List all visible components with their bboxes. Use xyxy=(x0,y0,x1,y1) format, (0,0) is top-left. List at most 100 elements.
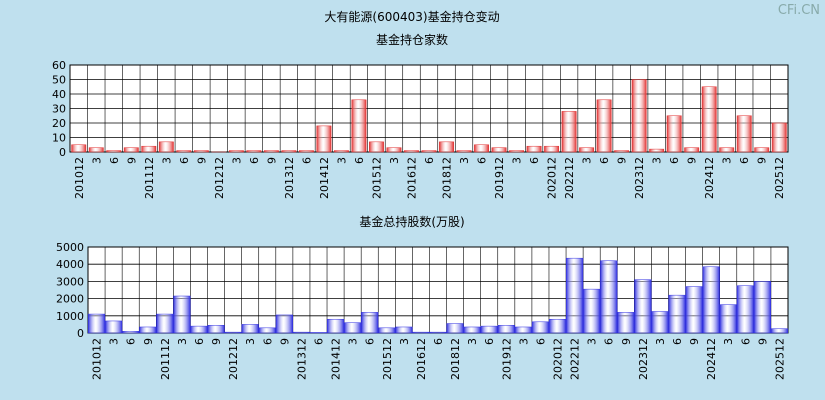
bar xyxy=(463,326,481,334)
bar xyxy=(579,147,595,153)
bar xyxy=(736,115,752,153)
bar xyxy=(404,150,419,153)
x-tick-label: 6 xyxy=(534,338,547,345)
x-tick-label: 9 xyxy=(278,338,291,345)
bar xyxy=(531,321,550,334)
x-tick-label: 6 xyxy=(476,157,489,164)
x-tick-label: 3 xyxy=(466,338,479,345)
bar xyxy=(596,99,612,153)
x-tick-label: 3 xyxy=(388,157,401,164)
x-tick-label: 201912 xyxy=(500,338,513,380)
bar xyxy=(631,79,647,153)
x-tick-label: 201812 xyxy=(449,338,462,380)
x-tick-label: 201012 xyxy=(73,157,86,199)
bar xyxy=(617,312,635,334)
bar xyxy=(207,325,225,334)
x-tick-label: 202212 xyxy=(563,157,576,199)
bar xyxy=(497,325,515,334)
x-tick-label: 202312 xyxy=(633,157,646,199)
x-tick-label: 9 xyxy=(125,157,138,164)
bar xyxy=(614,150,630,153)
x-tick-label: 9 xyxy=(756,338,769,345)
bar xyxy=(754,147,770,153)
chart-subtitle: 基金总持股数(万股) xyxy=(359,214,464,229)
x-tick-label: 6 xyxy=(423,157,436,164)
bar xyxy=(123,147,139,153)
bar xyxy=(193,150,209,153)
bar xyxy=(548,318,567,334)
bar xyxy=(190,325,208,334)
bar xyxy=(176,150,192,153)
x-tick-label: 3 xyxy=(230,157,243,164)
bar xyxy=(456,150,472,153)
y-tick-label: 40 xyxy=(52,88,66,101)
x-tick-label: 6 xyxy=(603,338,616,345)
x-tick-label: 9 xyxy=(756,157,769,164)
bar xyxy=(701,86,717,153)
x-tick-label: 9 xyxy=(686,157,699,164)
x-tick-label: 3 xyxy=(517,338,530,345)
bar xyxy=(439,141,454,153)
x-tick-label: 202012 xyxy=(546,157,559,199)
bar xyxy=(228,150,244,153)
x-tick-label: 201812 xyxy=(441,157,454,199)
bar xyxy=(421,150,437,153)
bar xyxy=(561,111,577,153)
x-tick-label: 6 xyxy=(193,338,206,345)
bar xyxy=(736,285,754,334)
bar xyxy=(668,294,686,334)
x-tick-label: 6 xyxy=(312,338,325,345)
x-tick-label: 201212 xyxy=(227,338,240,380)
bar xyxy=(156,313,174,334)
x-tick-label: 202512 xyxy=(773,338,786,380)
x-tick-label: 3 xyxy=(176,338,189,345)
y-tick-label: 1000 xyxy=(56,310,84,323)
x-tick-label: 6 xyxy=(668,157,681,164)
bar xyxy=(158,141,174,153)
x-tick-label: 6 xyxy=(125,338,138,345)
bar xyxy=(173,295,191,334)
bar xyxy=(281,150,297,153)
x-tick-label: 6 xyxy=(671,338,684,345)
x-tick-label: 6 xyxy=(738,157,751,164)
x-tick-label: 6 xyxy=(364,338,377,345)
x-tick-label: 9 xyxy=(616,157,629,164)
x-tick-label: 3 xyxy=(335,157,348,164)
x-tick-label: 202512 xyxy=(773,157,786,199)
bar xyxy=(361,312,379,334)
x-tick-label: 3 xyxy=(581,157,594,164)
bar xyxy=(526,145,542,153)
x-tick-label: 6 xyxy=(739,338,752,345)
x-tick-label: 9 xyxy=(142,338,155,345)
bar xyxy=(685,286,703,334)
x-tick-label: 6 xyxy=(353,157,366,164)
bar xyxy=(344,322,362,334)
x-tick-label: 3 xyxy=(160,157,173,164)
x-tick-label: 201512 xyxy=(370,157,383,199)
x-tick-label: 202312 xyxy=(637,338,650,380)
watermark: CFi.CN xyxy=(778,3,820,18)
bar xyxy=(88,147,104,153)
bar xyxy=(87,313,106,334)
page-title: 大有能源(600403)基金持仓变动 xyxy=(324,9,499,24)
y-tick-label: 60 xyxy=(52,59,66,72)
x-tick-label: 6 xyxy=(178,157,191,164)
bar xyxy=(666,115,682,153)
bar xyxy=(316,125,332,153)
x-tick-label: 3 xyxy=(90,157,103,164)
bar xyxy=(412,331,430,334)
bar xyxy=(649,148,665,153)
x-tick-label: 201312 xyxy=(283,157,296,199)
x-tick-label: 9 xyxy=(265,157,278,164)
bar xyxy=(141,145,157,153)
x-tick-label: 202012 xyxy=(552,338,565,380)
y-tick-label: 20 xyxy=(52,117,66,130)
x-tick-label: 6 xyxy=(300,157,313,164)
x-tick-label: 9 xyxy=(195,157,208,164)
bar xyxy=(104,320,123,334)
bar xyxy=(753,281,772,334)
x-tick-label: 6 xyxy=(261,338,274,345)
bar xyxy=(583,288,601,334)
x-tick-label: 6 xyxy=(598,157,611,164)
